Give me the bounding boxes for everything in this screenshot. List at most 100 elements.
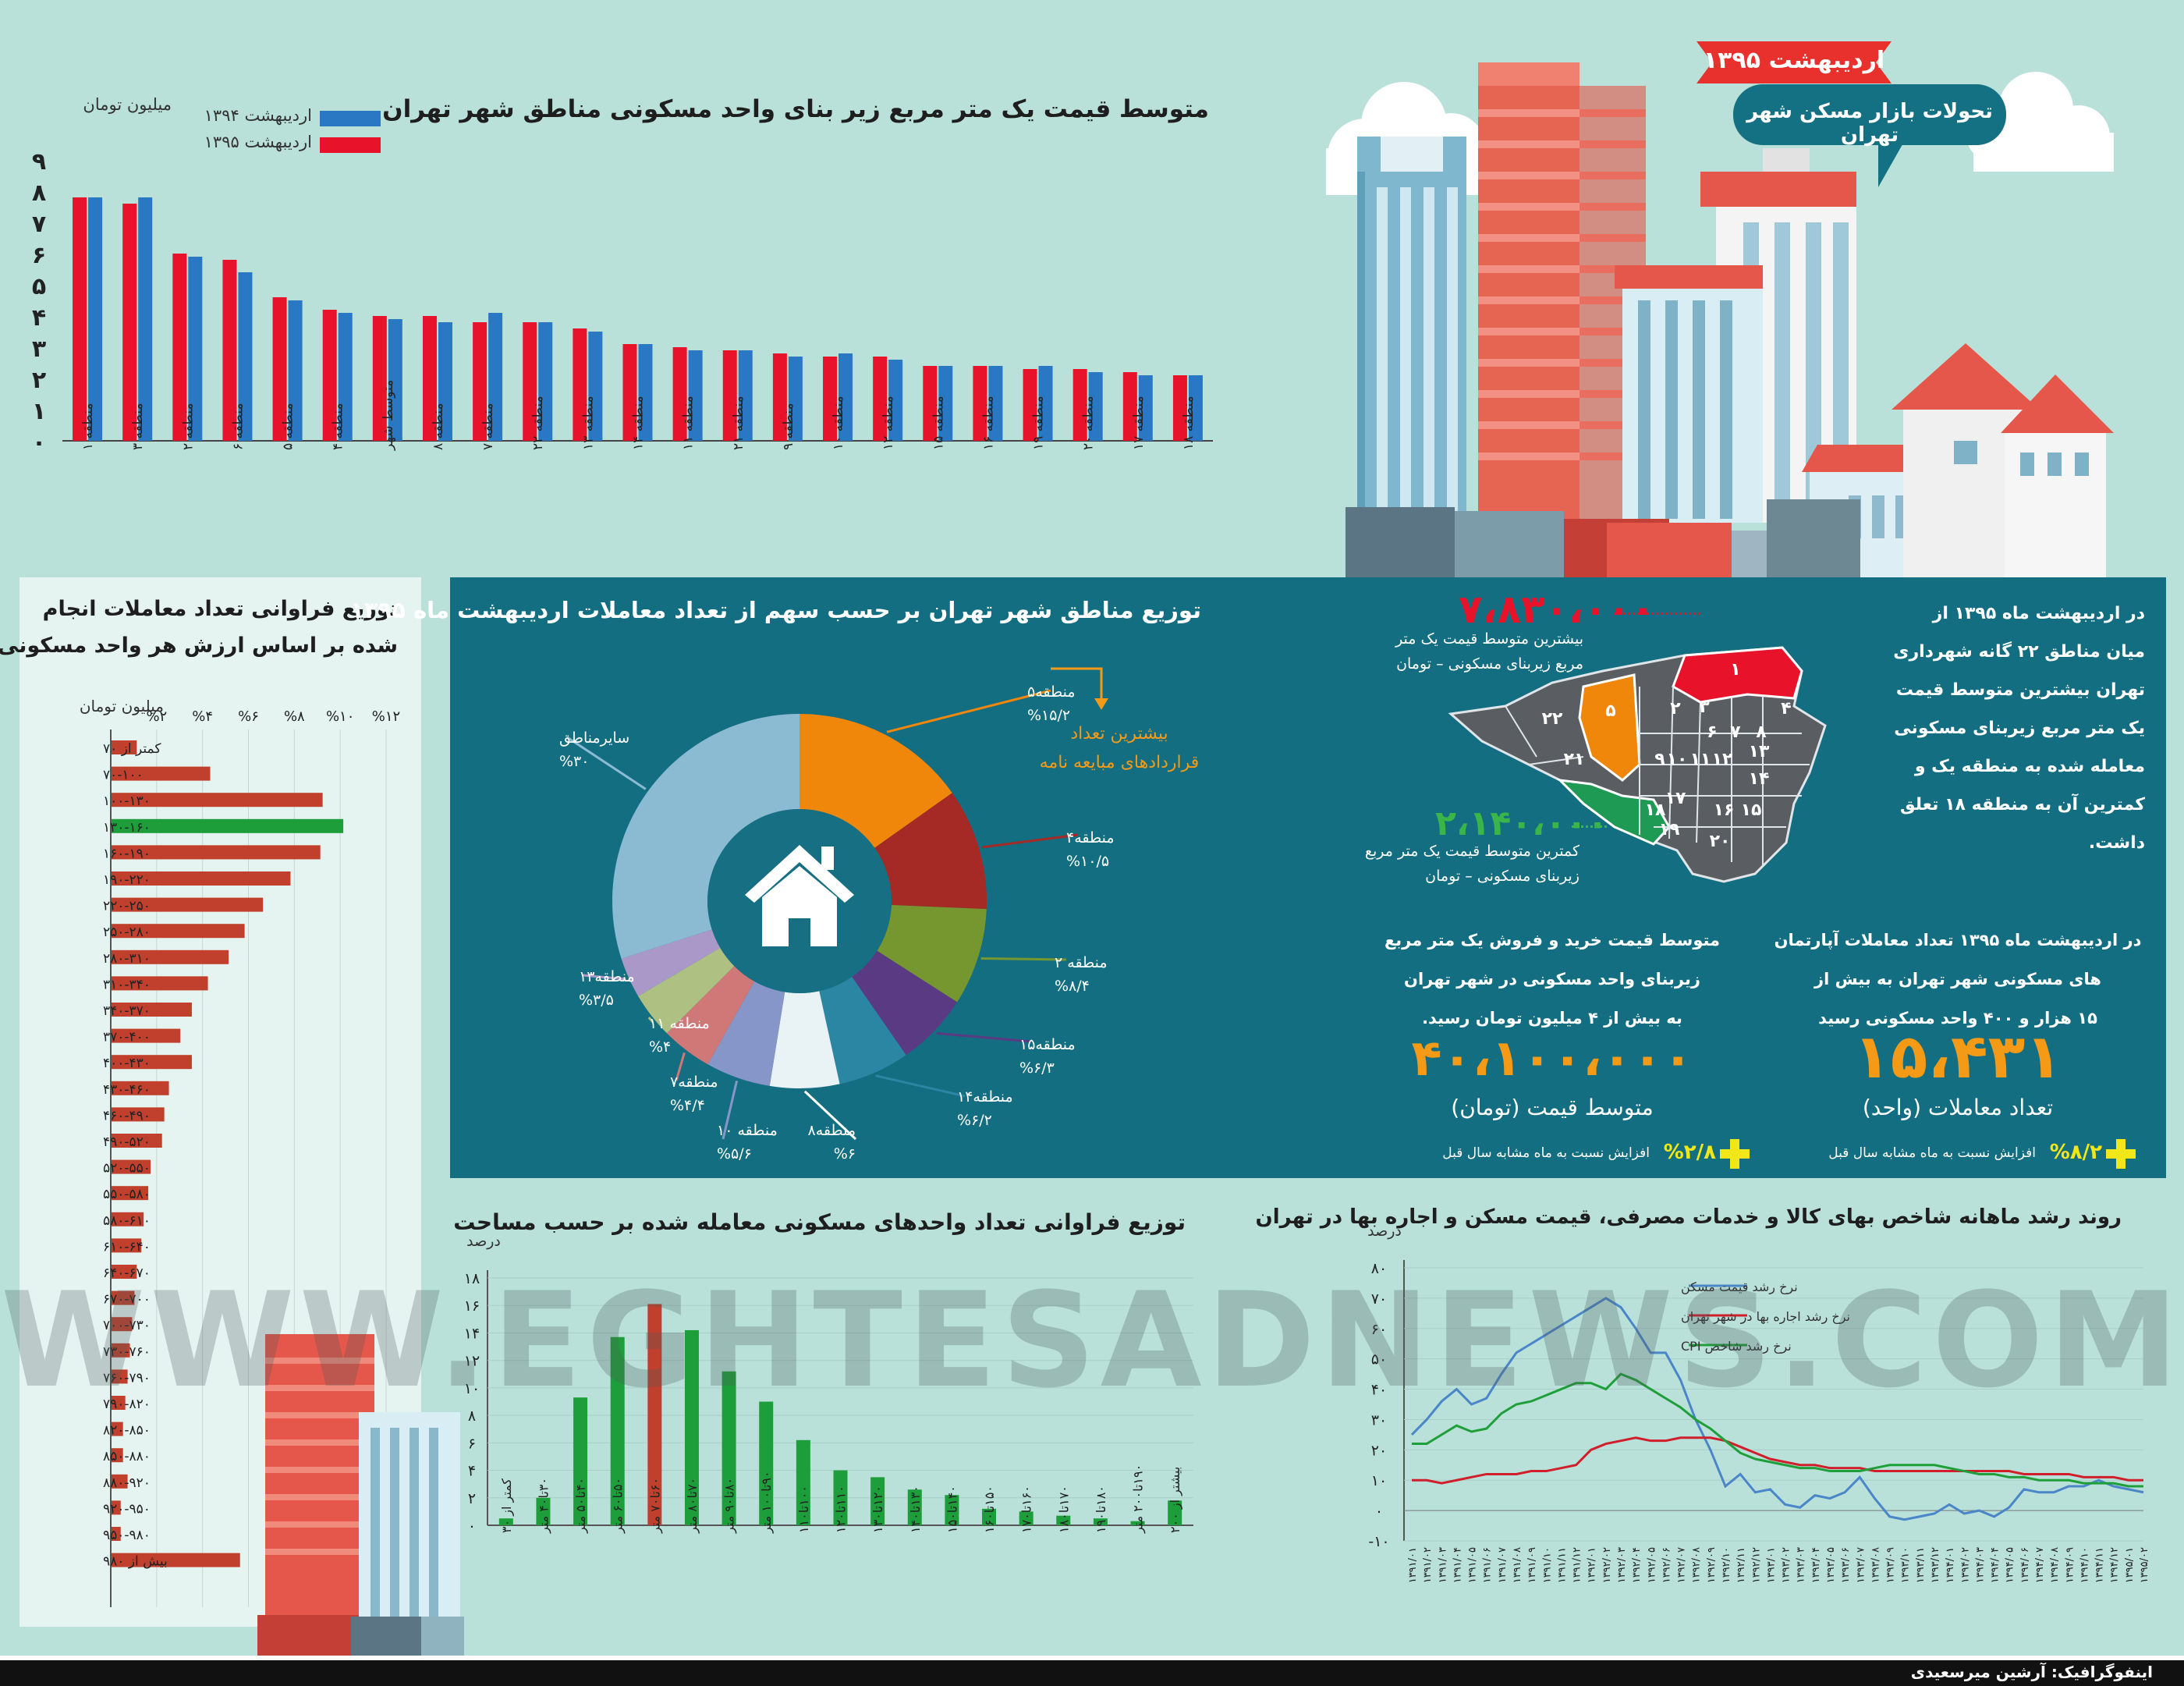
bar-1395 xyxy=(172,254,187,441)
chart5-xtick: ۱۳۹۱/۰۵ xyxy=(1467,1547,1479,1583)
chart2-ytick: بیش از ۹۸۰ xyxy=(103,1554,168,1570)
bar-1395 xyxy=(73,197,87,441)
bar-1395 xyxy=(772,353,787,441)
bar-1395 xyxy=(222,260,237,441)
chart4-xtick: ۱۲۰تا۱۳۰ xyxy=(870,1485,885,1533)
chart5-xtick: ۱۳۹۴/۰۵ xyxy=(2005,1547,2016,1583)
chart5-xtick: ۱۳۹۳/۰۲ xyxy=(1781,1547,1792,1583)
district-label: ۵ xyxy=(1605,701,1615,721)
pie-label: منطقه۱۴ xyxy=(957,1088,1013,1106)
bar xyxy=(1130,1521,1145,1525)
chart4-xtick: ۵۰تا۶۰ متر xyxy=(611,1478,626,1534)
chart2-ytick: ۴۶۰-۴۹۰ xyxy=(103,1108,151,1123)
pie-slice xyxy=(819,977,906,1084)
pie-slice xyxy=(621,929,721,996)
chart1-ytick: ۳ xyxy=(32,335,46,363)
bar-1395 xyxy=(1023,369,1037,441)
bar-1394 xyxy=(788,357,803,441)
bar xyxy=(112,766,211,781)
bar xyxy=(684,1329,699,1525)
chart5-xtick: ۱۳۹۲/۰۵ xyxy=(1646,1547,1658,1583)
pie-value-label: %۴/۴ xyxy=(670,1097,705,1114)
chart4-xtick: ۱۴۰تا۱۵۰ xyxy=(945,1485,959,1533)
chart1-xtick: منطقه ۱ xyxy=(80,403,96,450)
info-paragraph-3-line: زیربنای واحد مسکونی در شهر تهران xyxy=(1404,970,1700,989)
pie-value-label: %۶ xyxy=(834,1145,856,1162)
pie-callout-line1: بیشترین تعداد xyxy=(1070,724,1168,744)
chart5-xtick: ۱۳۹۱/۱۱ xyxy=(1556,1547,1568,1583)
pie-slice xyxy=(800,714,952,848)
chart1-xtick: منطقه ۶ xyxy=(230,403,246,450)
chart5-xtick: ۱۳۹۱/۰۶ xyxy=(1482,1547,1494,1583)
chart5-xtick: ۱۳۹۴/۰۱ xyxy=(1945,1547,1956,1583)
bar-1394 xyxy=(588,332,603,441)
chart5-xtick: ۱۳۹۳/۰۵ xyxy=(1825,1547,1837,1583)
pie-leader xyxy=(936,1031,1032,1043)
bar xyxy=(112,949,229,964)
bar-1395 xyxy=(122,204,137,441)
info-paragraph-1-line: کمترین آن به منطقه ۱۸ تعلق xyxy=(1899,795,2145,815)
chart1-ytick: ۴ xyxy=(32,304,46,332)
chart1-xtick: منطقه ۵ xyxy=(281,403,296,450)
chart2-ytick: ۹۲۰-۹۵۰ xyxy=(103,1501,151,1517)
bar xyxy=(112,1553,240,1567)
chart5-xtick: ۱۳۹۱/۱۲ xyxy=(1572,1547,1583,1583)
pie-leader xyxy=(582,974,626,981)
chart4-ytick: ۰ xyxy=(468,1517,476,1535)
pie-slice xyxy=(707,981,785,1086)
bar-1394 xyxy=(938,366,953,441)
pie-slice xyxy=(638,947,735,1034)
chart2-ytick: ۶۷۰-۷۰۰ xyxy=(103,1292,151,1308)
info-paragraph-1-line: در اردیبهشت ماه ۱۳۹۵ از xyxy=(1932,604,2145,623)
bar xyxy=(112,1422,123,1436)
district-label: ۱۴ xyxy=(1749,769,1770,789)
chart1-ytick: ۱ xyxy=(32,398,46,425)
bar-1394 xyxy=(1088,372,1103,441)
chart5-xtick: ۱۳۹۲/۱۲ xyxy=(1750,1547,1762,1583)
chart5-xtick: ۱۳۹۱/۱۰ xyxy=(1541,1547,1553,1583)
map-max-connector xyxy=(1615,612,1700,615)
chart1-xtick: منطقه ۱۳ xyxy=(580,396,596,450)
price-change-label: افزایش نسبت به ماه مشابه سال قبل xyxy=(1442,1145,1650,1161)
bar xyxy=(112,1212,144,1226)
chart5-title: روند رشد ماهانه شاخص بهای کالا و خدمات م… xyxy=(1255,1205,2122,1229)
chart5-xtick: ۱۳۹۳/۱۰ xyxy=(1900,1547,1912,1583)
chart4-xtick: ۱۵۰تا۱۶۰ xyxy=(982,1485,997,1533)
bar xyxy=(610,1336,625,1525)
district-label: ۲۱ xyxy=(1564,750,1585,769)
subtitle-bubble xyxy=(1733,84,2006,145)
pie-leader xyxy=(980,957,1067,961)
date-banner-text: اردیبهشت ۱۳۹۵ xyxy=(1703,47,1885,74)
chart2-xtick: %۱۰ xyxy=(326,708,354,725)
chart5-ytick: ۶۰ xyxy=(1371,1321,1387,1338)
chart4-plot: ۰ ۲ ۴ ۶ ۸ ۱۰ ۱۲ ۱۴ ۱۶ ۱۸ کمتر از ۳۰ ۳۰تا۴۰ متر ۴۰تا۵… xyxy=(464,1270,1193,1535)
pie-value-label: %۱۰/۵ xyxy=(1066,853,1109,870)
bar xyxy=(907,1489,922,1525)
bar xyxy=(112,1238,142,1253)
bar-1395 xyxy=(523,322,537,441)
district-label: ۶ xyxy=(1707,722,1717,742)
chart2-xtick: %۸ xyxy=(284,708,305,725)
bar xyxy=(112,1186,149,1201)
pie-label: منطقه۱۵ xyxy=(1019,1036,1076,1053)
chart1-xtick: منطقه ۱۸ xyxy=(1181,396,1197,450)
city-skyline-illustration xyxy=(1326,62,2114,577)
chart1-xtick: منطقه ۱۰ xyxy=(831,396,846,450)
map-min-desc-1: کمترین متوسط قیمت یک متر مربع xyxy=(1364,843,1580,860)
chart1-ytick: ۵ xyxy=(32,273,46,300)
chart4-ytick: ۲ xyxy=(468,1490,476,1507)
house-icon xyxy=(745,845,854,946)
chart4-xtick: ۳۰تا۴۰ متر xyxy=(536,1478,551,1534)
pie-value-label: %۴ xyxy=(649,1038,671,1056)
chart4-xtick: ۷۰تا۸۰ متر xyxy=(685,1478,700,1534)
bar-1395 xyxy=(923,366,938,441)
chart5-xtick: ۱۳۹۴/۰۴ xyxy=(1990,1547,2001,1583)
district-label: ۸ xyxy=(1756,722,1767,742)
chart5-ytick: -۱۰ xyxy=(1368,1533,1389,1550)
chart1-xtick: منطقه ۲۰ xyxy=(1081,396,1097,450)
chart1-ytick: ۷ xyxy=(32,211,46,238)
footer-strip xyxy=(0,1660,2184,1686)
bar-1394 xyxy=(488,313,503,441)
